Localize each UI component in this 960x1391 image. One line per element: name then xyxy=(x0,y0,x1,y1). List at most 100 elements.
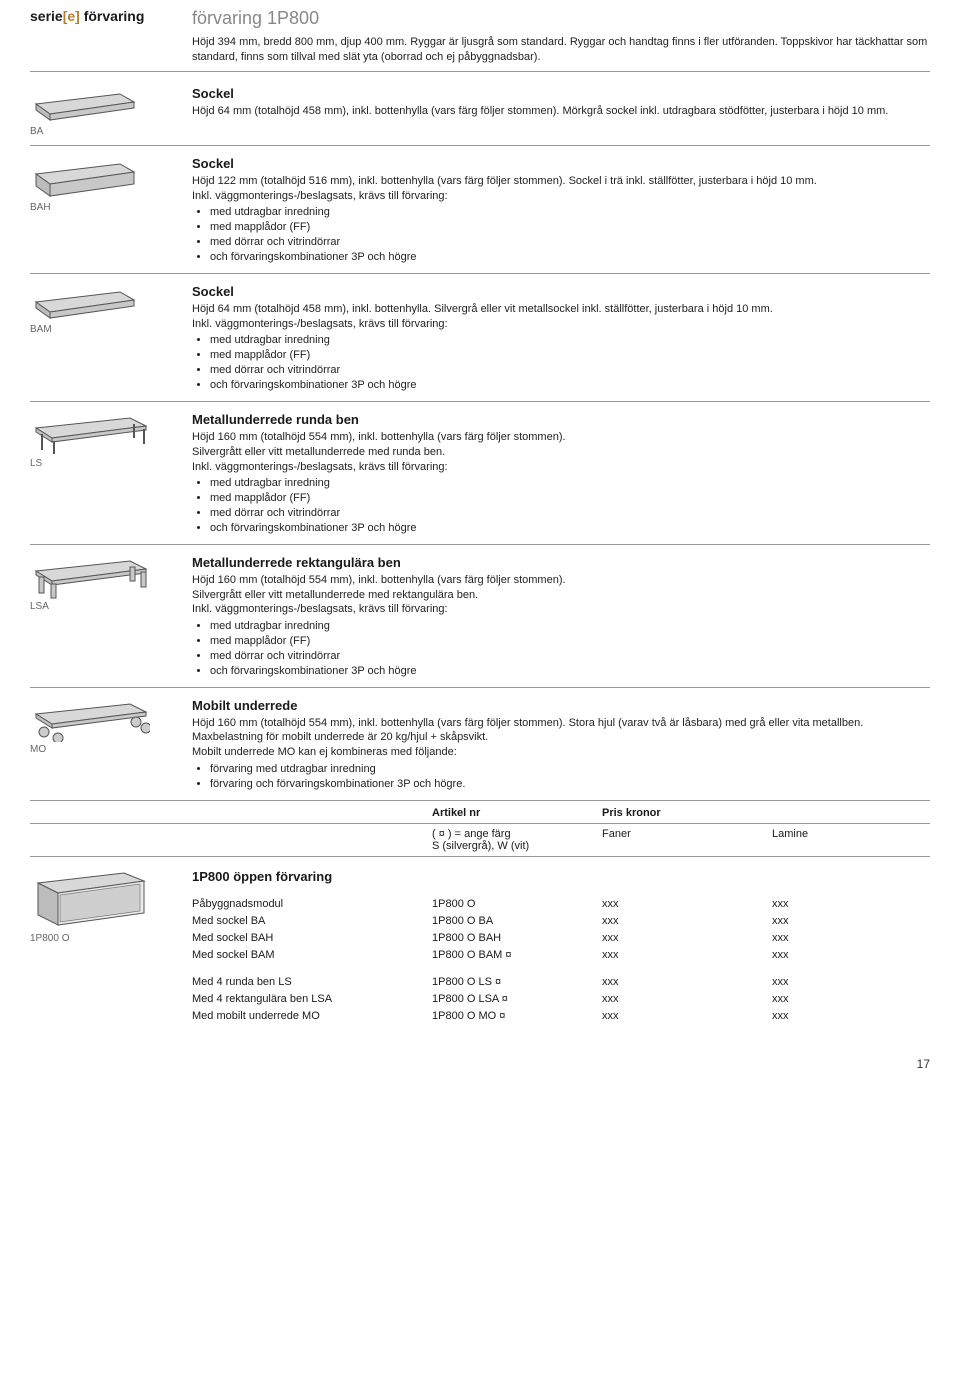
item-row: BAMSockelHöjd 64 mm (totalhöjd 458 mm), … xyxy=(30,274,930,402)
price-art: 1P800 O xyxy=(432,896,602,913)
item-body: Höjd 64 mm (totalhöjd 458 mm), inkl. bot… xyxy=(192,104,930,119)
bullet-item: och förvaringskombinationer 3P och högre xyxy=(210,521,930,536)
open-storage-title: 1P800 öppen förvaring xyxy=(192,869,930,884)
price-line: Med 4 rektangulära ben LSA1P800 O LSA ¤x… xyxy=(192,991,930,1008)
price-lam: xxx xyxy=(772,947,930,964)
item-text-col: SockelHöjd 64 mm (totalhöjd 458 mm), ink… xyxy=(192,284,930,393)
item-body: Höjd 160 mm (totalhöjd 554 mm), inkl. bo… xyxy=(192,573,930,618)
item-title: Sockel xyxy=(192,86,930,101)
bullet-item: och förvaringskombinationer 3P och högre xyxy=(210,250,930,265)
item-image-label: LSA xyxy=(30,601,192,612)
price-line: Med sockel BAM1P800 O BAM ¤xxxxxx xyxy=(192,947,930,964)
item-image-label: MO xyxy=(30,744,192,755)
bullet-item: med dörrar och vitrindörrar xyxy=(210,506,930,521)
product-title: förvaring 1P800 xyxy=(192,8,930,29)
slab-icon xyxy=(30,286,192,322)
price-fan: xxx xyxy=(602,974,772,991)
price-art: 1P800 O LSA ¤ xyxy=(432,991,602,1008)
price-lam: xxx xyxy=(772,913,930,930)
bullet-item: med utdragbar inredning xyxy=(210,205,930,220)
price-block: Påbyggnadsmodul1P800 OxxxxxxMed sockel B… xyxy=(192,896,930,964)
price-lam: xxx xyxy=(772,974,930,991)
price-art: 1P800 O BAH xyxy=(432,930,602,947)
price-sub-faner: Faner xyxy=(602,828,772,852)
item-image-label: BAH xyxy=(30,202,192,213)
item-image-col: BAH xyxy=(30,156,192,265)
series-pre: serie xyxy=(30,8,63,24)
bullet-item: förvaring och förvaringskombinationer 3P… xyxy=(210,777,930,792)
item-row: BASockel Höjd 64 mm (totalhöjd 458 mm), i… xyxy=(30,76,930,146)
bullet-item: förvaring med utdragbar inredning xyxy=(210,762,930,777)
item-text-col: Mobilt underrede Höjd 160 mm (totalhöjd 5… xyxy=(192,698,930,792)
item-image-label: LS xyxy=(30,458,192,469)
item-image-col: MO xyxy=(30,698,192,792)
slab-icon xyxy=(30,88,192,124)
item-text-col: Sockel Höjd 122 mm (totalhöjd 516 mm), in… xyxy=(192,156,930,265)
series-post: förvaring xyxy=(80,8,145,24)
price-subheader-row: ( ¤ ) = ange färg S (silvergrå), W (vit)… xyxy=(30,824,930,857)
price-line: Med sockel BA1P800 O BAxxxxxx xyxy=(192,913,930,930)
price-desc: Med 4 runda ben LS xyxy=(192,974,432,991)
legs_round-icon xyxy=(30,414,192,456)
item-body: Höjd 160 mm (totalhöjd 554 mm), inkl. bo… xyxy=(192,716,930,761)
page-number: 17 xyxy=(30,1057,930,1071)
item-title: Sockel xyxy=(192,284,930,299)
series-title: serie[e] förvaring xyxy=(30,8,192,65)
price-fan: xxx xyxy=(602,913,772,930)
price-block: Med 4 runda ben LS1P800 O LS ¤xxxxxxMed … xyxy=(192,974,930,1025)
item-bullets: förvaring med utdragbar inredningförvari… xyxy=(192,762,930,792)
price-line: Med 4 runda ben LS1P800 O LS ¤xxxxxx xyxy=(192,974,930,991)
series-bracket: [e] xyxy=(63,8,80,24)
slab_tall-icon xyxy=(30,158,192,200)
item-image-col: LSA xyxy=(30,555,192,679)
open-storage-icon xyxy=(30,871,192,931)
price-fan: xxx xyxy=(602,930,772,947)
item-title: Metallunderrede runda ben xyxy=(192,412,930,427)
price-art: 1P800 O MO ¤ xyxy=(432,1008,602,1025)
item-title: Mobilt underrede xyxy=(192,698,930,713)
item-image-col: BA xyxy=(30,86,192,137)
price-desc: Med mobilt underrede MO xyxy=(192,1008,432,1025)
item-bullets: med utdragbar inredningmed mapplådor (FF… xyxy=(192,476,930,535)
bullet-item: med mapplådor (FF) xyxy=(210,634,930,649)
item-title: Sockel xyxy=(192,156,930,171)
price-art: 1P800 O BAM ¤ xyxy=(432,947,602,964)
item-text-col: Metallunderrede rektangulära ben Höjd 160… xyxy=(192,555,930,679)
bullet-item: med mapplådor (FF) xyxy=(210,348,930,363)
bullet-item: med mapplådor (FF) xyxy=(210,491,930,506)
item-text-col: Metallunderrede runda ben Höjd 160 mm (to… xyxy=(192,412,930,536)
item-title: Metallunderrede rektangulära ben xyxy=(192,555,930,570)
price-fan: xxx xyxy=(602,991,772,1008)
price-art: 1P800 O LS ¤ xyxy=(432,974,602,991)
price-fan: xxx xyxy=(602,896,772,913)
price-lam: xxx xyxy=(772,991,930,1008)
price-sub-article: ( ¤ ) = ange färg S (silvergrå), W (vit) xyxy=(432,828,602,852)
price-lam: xxx xyxy=(772,896,930,913)
product-description: Höjd 394 mm, bredd 800 mm, djup 400 mm. … xyxy=(192,35,930,65)
item-body: Höjd 122 mm (totalhöjd 516 mm), inkl. bo… xyxy=(192,174,930,204)
price-fan: xxx xyxy=(602,1008,772,1025)
price-header-price: Pris kronor xyxy=(602,807,930,819)
open-storage-label: 1P800 O xyxy=(30,933,192,944)
bullet-item: med utdragbar inredning xyxy=(210,333,930,348)
item-body: Höjd 160 mm (totalhöjd 554 mm), inkl. bo… xyxy=(192,430,930,475)
open-storage-image-col: 1P800 O xyxy=(30,869,192,1035)
price-desc: Med 4 rektangulära ben LSA xyxy=(192,991,432,1008)
price-line: Med mobilt underrede MO1P800 O MO ¤xxxxx… xyxy=(192,1008,930,1025)
item-bullets: med utdragbar inredningmed mapplådor (FF… xyxy=(192,333,930,392)
price-art: 1P800 O BA xyxy=(432,913,602,930)
price-desc: Med sockel BAM xyxy=(192,947,432,964)
price-desc: Med sockel BAH xyxy=(192,930,432,947)
legs_rect-icon xyxy=(30,557,192,599)
product-title-block: förvaring 1P800 Höjd 394 mm, bredd 800 m… xyxy=(192,8,930,65)
item-image-label: BAM xyxy=(30,324,192,335)
price-header-row: Artikel nr Pris kronor xyxy=(30,801,930,824)
price-desc: Med sockel BA xyxy=(192,913,432,930)
price-fan: xxx xyxy=(602,947,772,964)
bullet-item: med mapplådor (FF) xyxy=(210,220,930,235)
item-text-col: Sockel Höjd 64 mm (totalhöjd 458 mm), ink… xyxy=(192,86,930,137)
price-lam: xxx xyxy=(772,1008,930,1025)
price-lam: xxx xyxy=(772,930,930,947)
page-header: serie[e] förvaring förvaring 1P800 Höjd … xyxy=(30,8,930,72)
item-row: BAH Sockel Höjd 122 mm (totalhöjd 516 mm),… xyxy=(30,146,930,274)
